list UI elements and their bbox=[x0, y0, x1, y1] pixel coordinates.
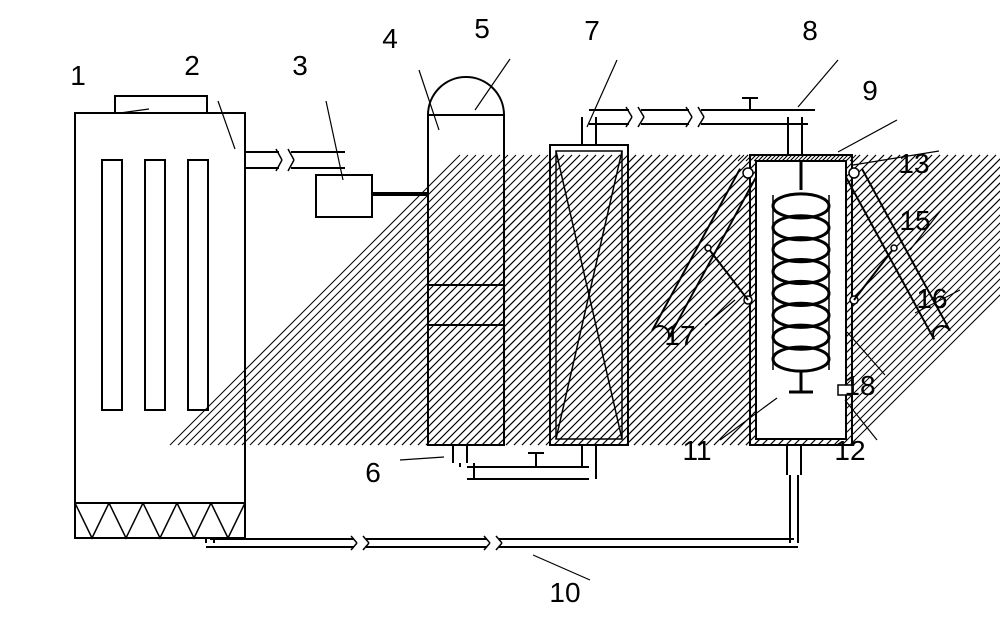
svg-text:9: 9 bbox=[862, 75, 878, 106]
svg-text:10: 10 bbox=[549, 577, 580, 608]
technical-diagram: 1234567891011121315161718 bbox=[0, 0, 1000, 633]
svg-text:12: 12 bbox=[834, 435, 865, 466]
svg-text:4: 4 bbox=[382, 23, 398, 54]
svg-text:8: 8 bbox=[802, 15, 818, 46]
svg-text:15: 15 bbox=[899, 205, 930, 236]
svg-text:1: 1 bbox=[70, 60, 86, 91]
svg-text:5: 5 bbox=[474, 13, 490, 44]
svg-text:17: 17 bbox=[664, 320, 695, 351]
svg-text:18: 18 bbox=[844, 370, 875, 401]
svg-text:13: 13 bbox=[898, 148, 929, 179]
svg-text:6: 6 bbox=[365, 457, 381, 488]
svg-text:7: 7 bbox=[584, 15, 600, 46]
svg-text:2: 2 bbox=[184, 50, 200, 81]
svg-text:11: 11 bbox=[682, 435, 711, 466]
svg-text:3: 3 bbox=[292, 50, 308, 81]
